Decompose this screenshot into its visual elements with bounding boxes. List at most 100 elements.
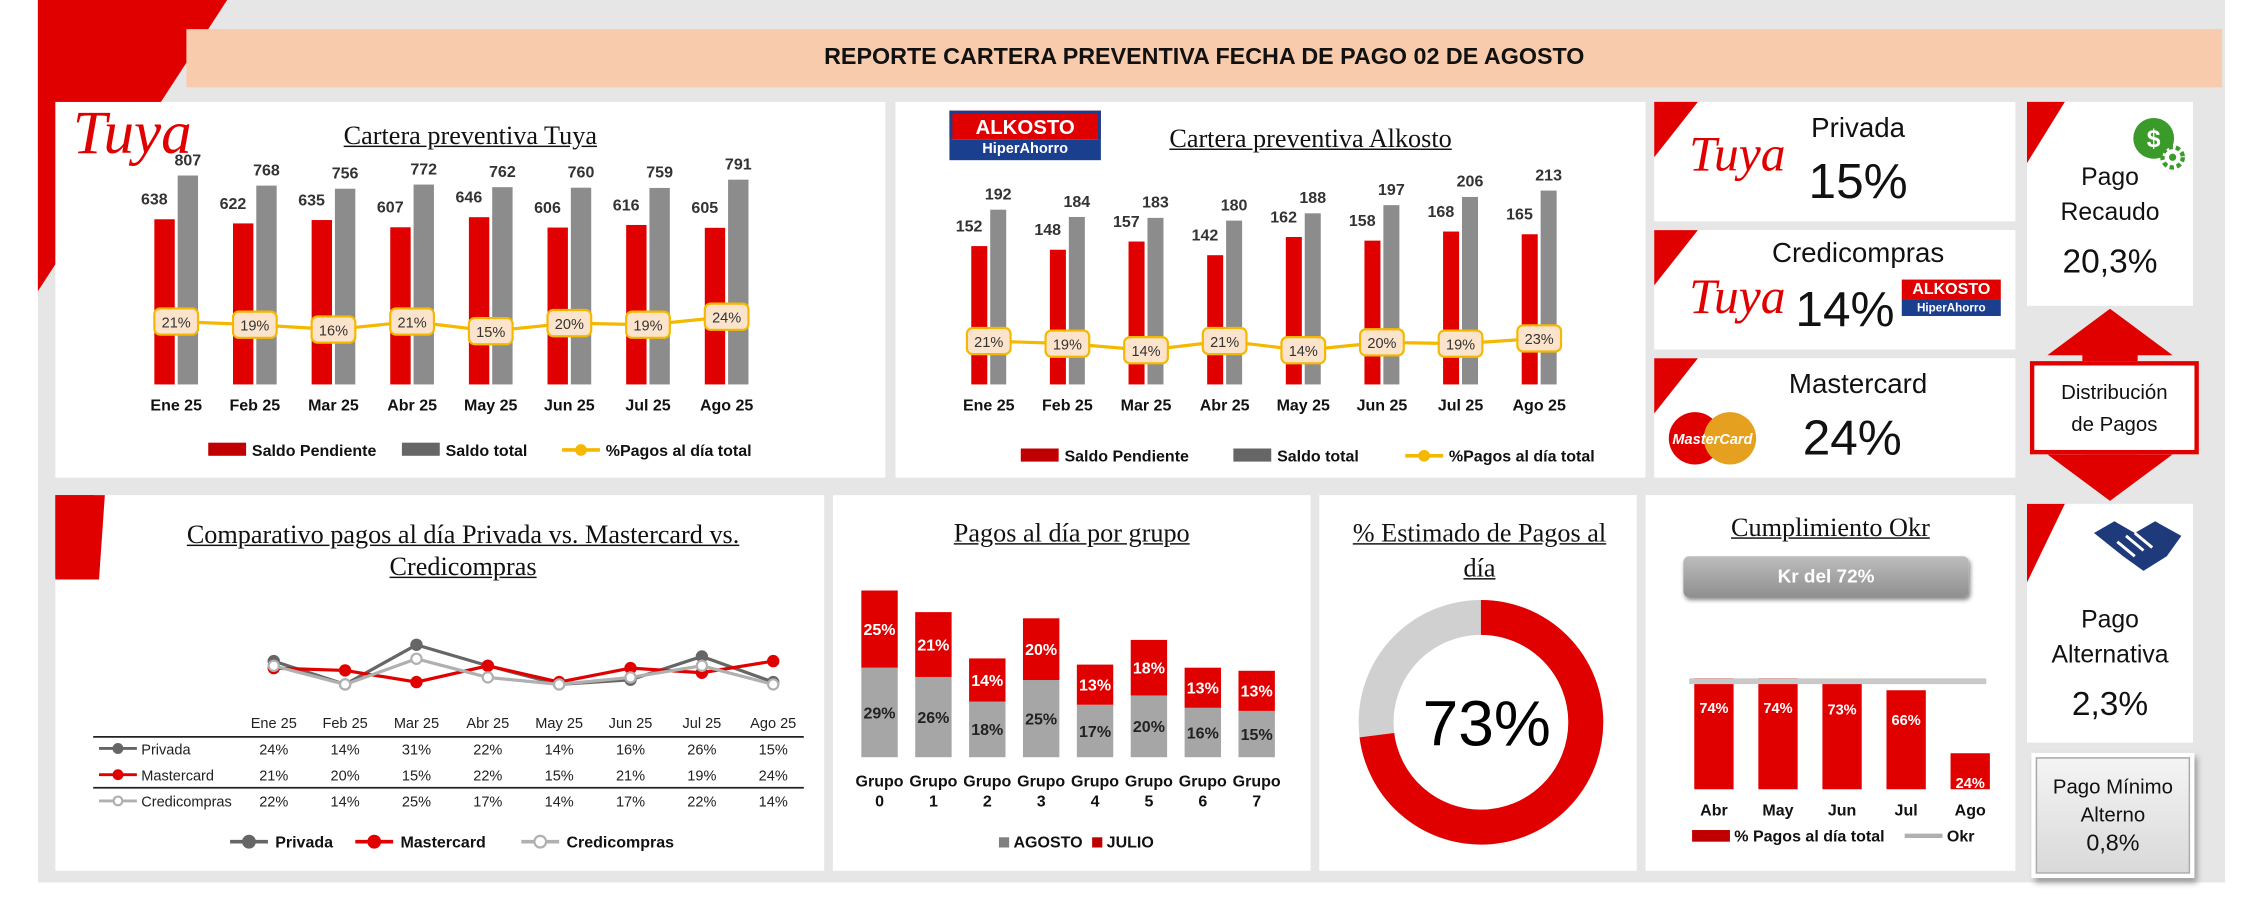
x-tick-label: Feb 25	[229, 398, 280, 415]
data-label: 66%	[1892, 713, 1921, 729]
data-label-saldo-total: 206	[1457, 174, 1484, 191]
pct-label: 21%	[398, 315, 427, 331]
data-label-saldo-total: 184	[1063, 194, 1090, 211]
table-cell: 21%	[616, 769, 645, 785]
bar-saldo-pendiente	[390, 227, 411, 385]
legend-label: % Pagos al día total	[1734, 829, 1884, 846]
bar-saldo-pendiente	[1443, 231, 1460, 385]
pct-label-box	[231, 310, 278, 339]
data-label-saldo-pendiente: 157	[1113, 214, 1140, 231]
series-point-credicompras	[338, 678, 352, 691]
data-label-saldo-pendiente: 152	[956, 219, 983, 236]
tuya-logo: Tuya	[1689, 128, 1786, 183]
bar-agosto	[1076, 704, 1114, 758]
pct-label-box	[965, 326, 1012, 356]
data-label-saldo-pendiente: 606	[534, 200, 561, 217]
data-label: 74%	[1763, 701, 1792, 717]
legend-swatch-saldo-pendiente	[208, 442, 247, 456]
pct-label-box	[1201, 326, 1248, 356]
pago-alternativa-label: Pago Alternativa	[2051, 605, 2169, 669]
legend-label: Saldo total	[446, 443, 528, 460]
x-tick-label: Jul 25	[1438, 398, 1483, 415]
bar-saldo-pendiente	[154, 219, 175, 385]
pct-label-box	[703, 302, 750, 331]
bar-saldo-pendiente	[1521, 234, 1538, 385]
pct-label-box	[467, 316, 514, 346]
data-label-julio: 13%	[1079, 677, 1111, 694]
data-label-agosto: 17%	[1079, 724, 1111, 741]
x-tick-label: Abr 25	[466, 716, 509, 732]
panel-tuya: Tuya Cartera preventiva Tuya 638 807 Ene 2…	[55, 100, 886, 478]
legend-swatch-saldo-total	[401, 442, 440, 456]
x-tick-label: Jul 25	[625, 398, 670, 415]
x-tick-label: 5	[1144, 794, 1153, 811]
series-point-mastercard	[767, 654, 780, 668]
bar-saldo-total	[1383, 205, 1400, 385]
data-label-agosto: 26%	[917, 710, 949, 727]
legend-label: JULIO	[1107, 834, 1154, 851]
bar-julio	[969, 658, 1006, 702]
data-label-saldo-pendiente: 158	[1349, 213, 1376, 230]
data-label-saldo-pendiente: 168	[1428, 204, 1455, 221]
bar-agosto	[1238, 710, 1275, 758]
legend-label: Okr	[1947, 829, 1975, 846]
comparativo-chart-title: Comparativo pagos al día Privada vs. Mas…	[186, 519, 740, 582]
bar-saldo-pendiente	[1364, 240, 1381, 385]
dollar-gear-icon: $	[2133, 117, 2185, 170]
x-tick-label: Grupo	[909, 773, 957, 790]
series-point-credicompras	[410, 652, 423, 665]
x-tick-label: May	[1762, 802, 1793, 819]
x-tick-label: Feb 25	[322, 716, 367, 732]
bar-julio	[1076, 664, 1114, 705]
table-row-label: Credicompras	[141, 795, 232, 811]
data-label-saldo-pendiente: 607	[377, 200, 404, 217]
data-label: 74%	[1699, 701, 1728, 717]
okr-chart-title: Cumplimiento Okr	[1731, 512, 1930, 542]
data-label-saldo-pendiente: 162	[1270, 209, 1297, 226]
legend-swatch-saldo-pendiente	[1020, 448, 1059, 462]
table-cell: 17%	[473, 795, 502, 811]
table-cell: 19%	[687, 769, 716, 785]
data-label-julio: 14%	[971, 673, 1003, 690]
series-line-credicompras	[273, 657, 774, 687]
x-tick-label: Abr 25	[1200, 398, 1250, 415]
x-tick-label: Mar 25	[1121, 398, 1172, 415]
svg-text:MasterCard: MasterCard	[1672, 432, 1753, 448]
donut-center-label: 73%	[1423, 688, 1551, 760]
data-label-saldo-total: 183	[1142, 195, 1169, 212]
table-legend-marker	[112, 743, 124, 754]
bar-saldo-pendiente	[232, 223, 254, 385]
data-label-saldo-pendiente: 148	[1034, 222, 1061, 239]
x-tick-label: 6	[1198, 794, 1207, 811]
table-cell: 25%	[402, 795, 431, 811]
data-label-julio: 13%	[1241, 684, 1273, 701]
bar-pagos-al-dia	[1950, 753, 1990, 790]
x-tick-label: Abr 25	[387, 398, 437, 415]
data-label-saldo-total: 756	[332, 166, 359, 183]
table-cell: 22%	[473, 742, 502, 758]
pct-label-box	[546, 308, 593, 338]
bar-saldo-pendiente	[468, 217, 490, 385]
pct-label: 20%	[555, 317, 584, 333]
table-cell: 24%	[259, 742, 288, 758]
data-label-agosto: 16%	[1187, 725, 1219, 742]
bar-julio	[1238, 670, 1275, 711]
x-tick-label: Grupo	[856, 773, 904, 790]
pct-label-box	[153, 307, 200, 336]
x-tick-label: Ene 25	[150, 398, 202, 415]
table-cell: 21%	[259, 769, 288, 785]
data-label-saldo-pendiente: 622	[220, 196, 247, 213]
x-tick-label: Ago 25	[750, 716, 796, 732]
pct-label: 19%	[633, 319, 662, 335]
donut-slice-estimado	[1358, 599, 1604, 845]
x-tick-label: Jul	[1895, 802, 1918, 819]
bar-saldo-pendiente	[311, 220, 333, 385]
panel-estimado: % Estimado de Pagos al día 73%	[1319, 495, 1637, 871]
series-point-mastercard	[338, 664, 352, 677]
legend-marker	[242, 834, 256, 849]
x-tick-label: Mar 25	[394, 716, 439, 732]
panel-okr: Cumplimiento Okr Kr del 72% 74% Abr 74% May…	[1645, 495, 2016, 871]
kpi-credicompras-value: 14%	[1795, 282, 1895, 338]
